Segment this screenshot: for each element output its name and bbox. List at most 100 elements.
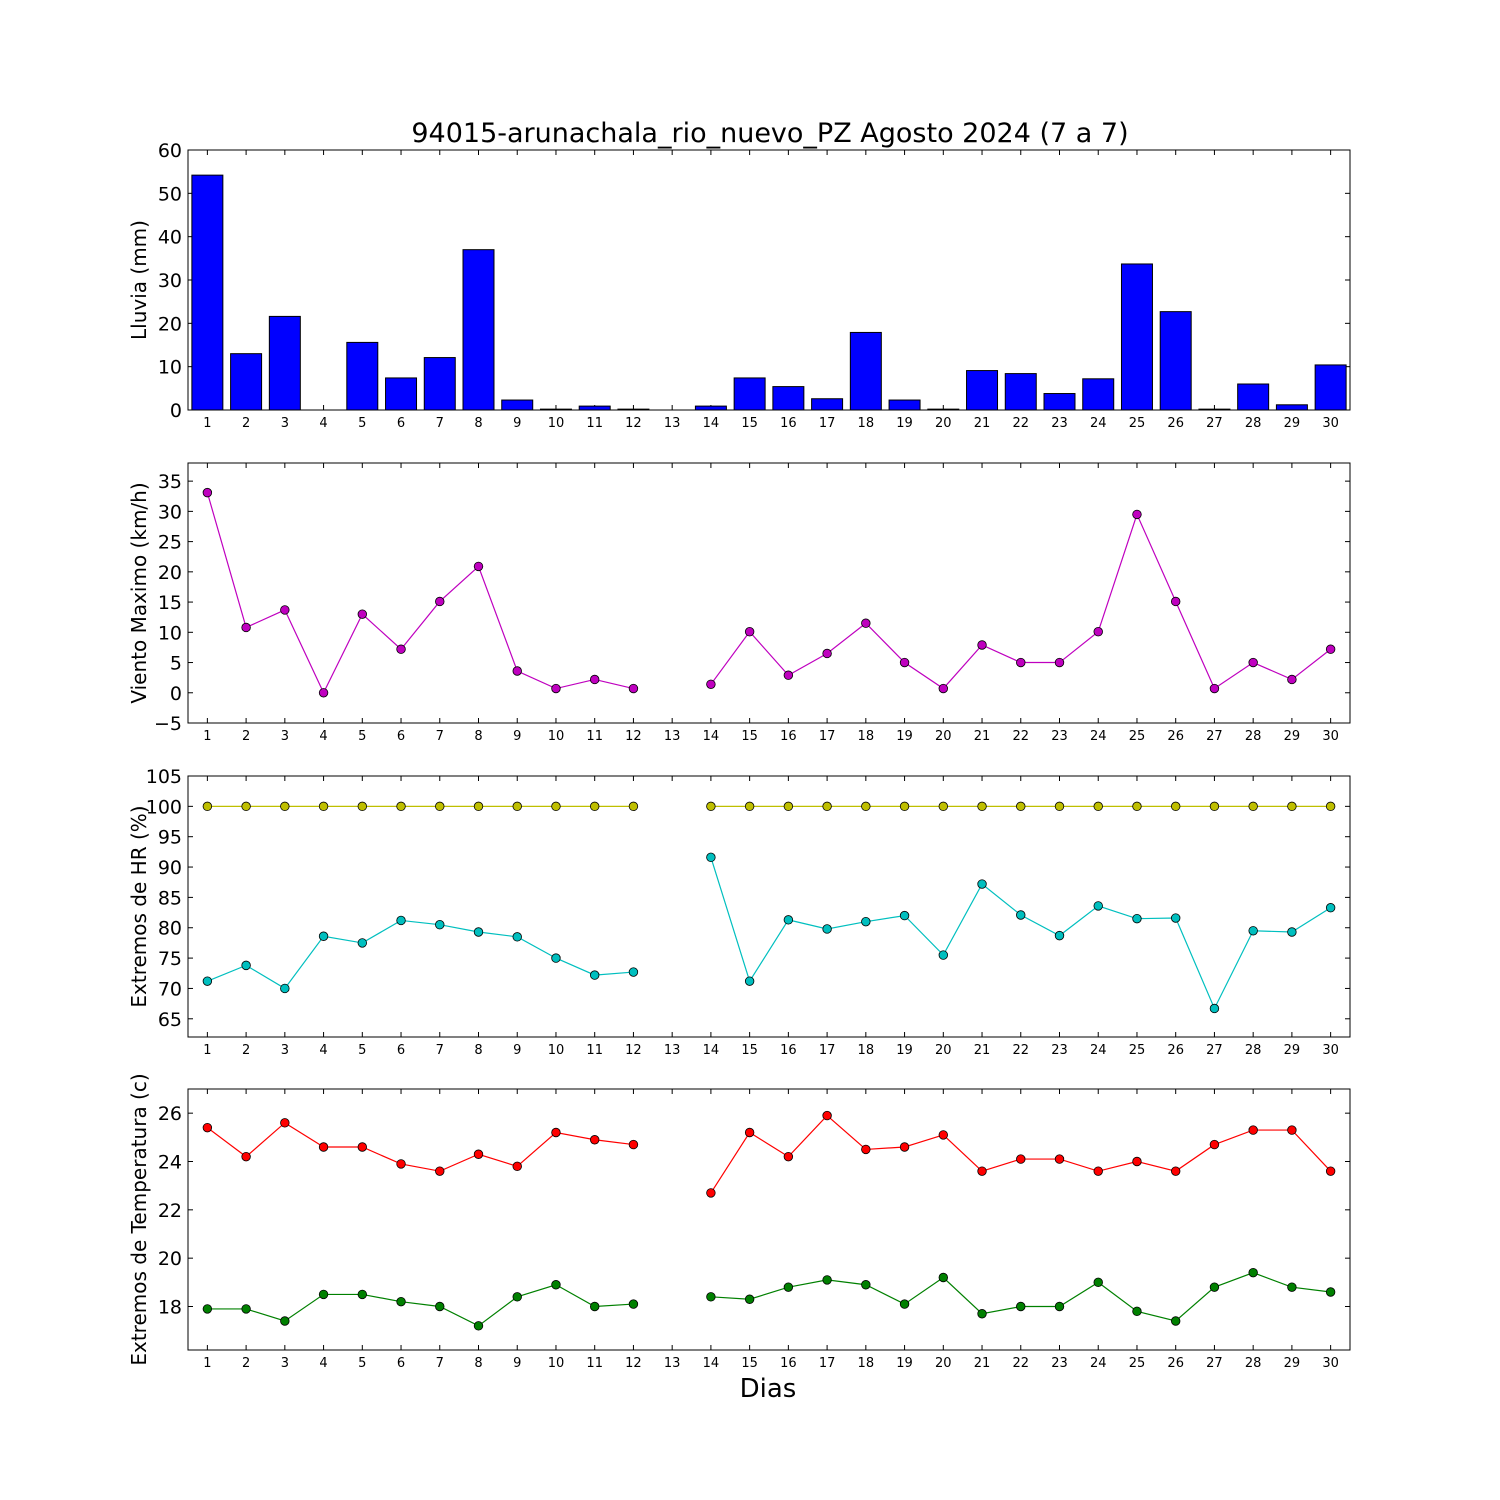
data-point (1093, 626, 1103, 637)
data-point (590, 1301, 600, 1312)
x-tick-label: 29 (1284, 729, 1301, 744)
x-tick-label: 29 (1284, 1043, 1301, 1058)
data-point (590, 970, 600, 980)
x-tick-label: 22 (1012, 416, 1029, 431)
data-point (512, 801, 522, 812)
x-tick-label: 29 (1284, 1356, 1301, 1371)
data-point (1054, 1154, 1065, 1164)
x-tick-label: 11 (586, 1356, 603, 1371)
data-point (435, 801, 445, 812)
x-tick-label: 12 (625, 729, 642, 744)
data-point (1325, 644, 1336, 654)
x-tick-label: 22 (1012, 1356, 1029, 1371)
data-point (1132, 801, 1142, 812)
data-point (1248, 926, 1258, 936)
data-point (822, 924, 832, 934)
data-point (396, 915, 406, 926)
data-point (938, 1130, 949, 1140)
data-point (590, 674, 600, 685)
x-tick-label: 13 (664, 729, 681, 744)
y-tick-label: 85 (158, 887, 182, 909)
data-point (938, 1272, 949, 1283)
bar (578, 405, 611, 411)
bar (1082, 378, 1115, 411)
x-tick-label: 14 (703, 1356, 720, 1371)
y-tick-label: 105 (146, 766, 182, 788)
y-tick-label: 30 (158, 501, 182, 523)
data-point (1170, 596, 1181, 607)
x-tick-label: 8 (474, 416, 482, 431)
data-point (551, 801, 561, 812)
x-tick-label: 14 (703, 416, 720, 431)
data-point (1209, 1139, 1220, 1150)
y-tick-label: 40 (158, 227, 182, 249)
data-point (241, 960, 251, 971)
x-tick-label: 3 (281, 1356, 289, 1371)
x-tick-label: 15 (741, 1043, 758, 1058)
data-point (396, 1159, 406, 1169)
x-tick-label: 8 (474, 729, 482, 744)
data-point (512, 1292, 522, 1302)
series-line (710, 857, 1331, 1010)
series-line (710, 1114, 1332, 1194)
x-tick-label: 22 (1012, 1043, 1029, 1058)
x-tick-label: 20 (935, 1356, 952, 1371)
data-point (822, 648, 832, 659)
data-point (861, 1280, 871, 1290)
bar (423, 357, 456, 411)
x-tick-label: 9 (513, 1356, 521, 1371)
data-point (551, 683, 561, 694)
y-tick-label: 10 (158, 357, 182, 379)
x-tick-label: 21 (974, 1043, 991, 1058)
x-tick-label: 16 (780, 1043, 797, 1058)
plot-frame (187, 462, 1351, 724)
data-point (1093, 801, 1103, 812)
x-tick-label: 23 (1051, 729, 1068, 744)
x-tick-label: 28 (1245, 1356, 1262, 1371)
data-point (744, 626, 755, 637)
data-point (1325, 1287, 1336, 1297)
y-tick-label: 35 (158, 471, 182, 493)
data-point (473, 1321, 484, 1331)
y-axis-label: Extremos de Temperatura (c) (127, 1073, 151, 1365)
data-point (899, 910, 910, 921)
x-tick-label: 3 (281, 416, 289, 431)
data-point (744, 1294, 755, 1304)
y-tick-label: 30 (158, 270, 182, 292)
x-tick-label: 30 (1322, 416, 1339, 431)
x-tick-label: 27 (1206, 1356, 1223, 1371)
data-point (473, 1149, 484, 1159)
x-tick-label: 13 (664, 1043, 681, 1058)
x-tick-label: 6 (397, 416, 405, 431)
data-point (241, 622, 251, 633)
data-point (706, 1292, 716, 1302)
data-point (241, 1151, 251, 1162)
data-point (1248, 1267, 1258, 1278)
data-point (280, 1118, 290, 1128)
y-tick-label: 18 (158, 1297, 182, 1319)
x-tick-label: 11 (586, 729, 603, 744)
y-tick-label: 80 (158, 918, 182, 940)
x-tick-label: 3 (281, 1043, 289, 1058)
x-tick-label: 3 (281, 729, 289, 744)
data-point (1209, 1282, 1220, 1292)
x-tick-label: 12 (625, 416, 642, 431)
y-tick-label: 5 (170, 653, 182, 675)
x-tick-label: 24 (1090, 416, 1107, 431)
data-point (628, 967, 639, 977)
x-tick-label: 9 (513, 1043, 521, 1058)
y-tick-label: 20 (158, 562, 182, 584)
x-tick-label: 2 (242, 416, 250, 431)
x-tick-label: 25 (1129, 1043, 1146, 1058)
x-tick-label: 18 (858, 729, 875, 744)
y-tick-label: 95 (158, 827, 182, 849)
x-tick-label: 17 (819, 1043, 836, 1058)
data-point (318, 1289, 329, 1300)
data-point (938, 683, 949, 694)
x-tick-label: 8 (474, 1043, 482, 1058)
data-point (1132, 913, 1142, 924)
x-tick-label: 20 (935, 416, 952, 431)
bar (1004, 373, 1037, 411)
data-point (783, 670, 794, 680)
x-tick-label: 19 (896, 1043, 913, 1058)
